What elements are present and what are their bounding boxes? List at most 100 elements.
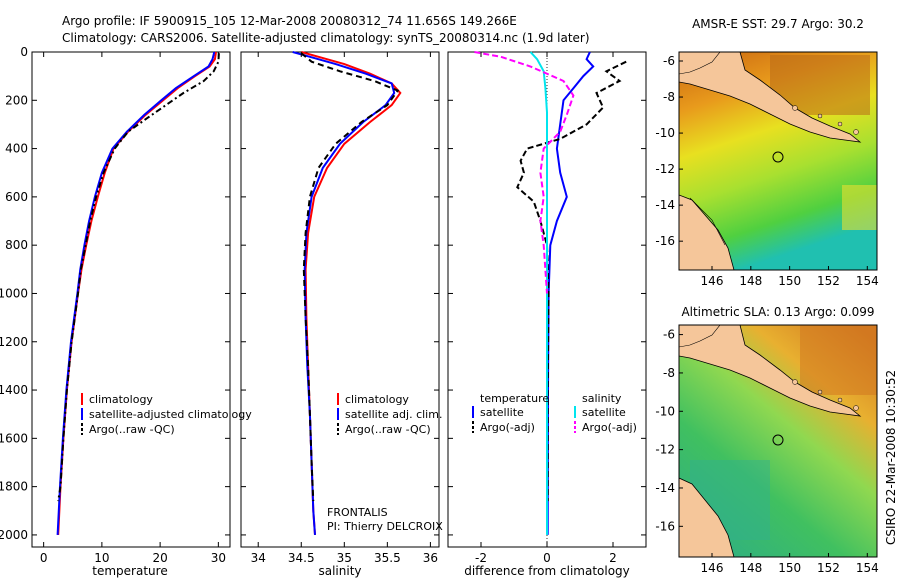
difference-legend: temperature satellite Argo(-adj) salinit… [472, 392, 637, 434]
sla-island [853, 405, 859, 411]
legend-label-argo: Argo(..raw -QC) [89, 423, 175, 436]
depth-tick-label: 1200 [0, 335, 28, 349]
difference-x-tick-label: 0 [543, 551, 551, 565]
sst_map-lon-tick-label: 154 [856, 274, 879, 288]
legend-heading-salinity: salinity [582, 392, 622, 405]
sst_map-lat-tick-label: -8 [663, 90, 675, 104]
figure-title-line2: Climatology: CARS2006. Satellite-adjuste… [62, 31, 590, 45]
salinity-x-tick-label: 36 [423, 551, 438, 565]
depth-tick-label: 600 [5, 190, 28, 204]
legend-label-sal-satellite: satellite [582, 406, 626, 419]
sla-island [837, 397, 843, 403]
depth-tick-label: 1000 [0, 286, 28, 300]
sla_map-lon-tick-label: 154 [856, 561, 879, 575]
sst_map-lat-tick-label: -14 [655, 198, 675, 212]
sla_map-lat-tick-label: -10 [655, 404, 675, 418]
temperature-legend: climatology satellite-adjusted climatolo… [81, 393, 252, 436]
depth-tick-label: 1600 [0, 431, 28, 445]
sst-land-north [679, 52, 721, 75]
temperature-x-tick-label: 0 [40, 551, 48, 565]
temperature-axis-label: temperature [92, 564, 167, 578]
salinity-legend: climatology satellite adj. clim. Argo(..… [337, 393, 442, 436]
sla-papua-coast [679, 325, 862, 417]
salinity-x-tick-label: 34 [251, 551, 266, 565]
depth-tick-label: 1400 [0, 383, 28, 397]
sst_map-lon-tick-label: 150 [778, 274, 801, 288]
legend-heading-temperature: temperature [480, 392, 549, 405]
legend-label-satellite: satellite-adjusted climatology [89, 408, 252, 421]
salinity-axis-ticks: 34 34.5 35 35.5 36 [251, 52, 438, 565]
sla-map [679, 325, 877, 557]
sst_map-lon-tick-label: 152 [817, 274, 840, 288]
legend-label-climatology: climatology [89, 393, 153, 406]
sla-high-patch [800, 325, 877, 395]
legend-label-argo: Argo(..raw -QC) [345, 423, 431, 436]
sla-map-title: Altimetric SLA: 0.13 Argo: 0.099 [681, 305, 874, 319]
sst_map-lon-tick-label: 146 [701, 274, 724, 288]
salinity-axis-label: salinity [318, 564, 361, 578]
temperature-plot-frame [31, 51, 231, 548]
salinity-x-tick-label: 35 [337, 551, 352, 565]
sla_map-lon-tick-label: 150 [778, 561, 801, 575]
sst-map-frame [678, 51, 878, 271]
salinity-x-tick-label: 35.5 [374, 551, 401, 565]
sst_map-lat-tick-label: -10 [655, 126, 675, 140]
temperature-series-argo [57, 53, 220, 502]
depth-tick-label: 400 [5, 142, 28, 156]
sla-australia-coast [679, 477, 735, 557]
depth-tick-label: 200 [5, 93, 28, 107]
sst-map [679, 52, 877, 270]
difference-x-tick-label: -2 [475, 551, 487, 565]
temperature-x-tick-label: 20 [152, 551, 167, 565]
sst_map-lon-tick-label: 148 [739, 274, 762, 288]
salinity-series-group [292, 51, 402, 535]
difference-series-temperature-satellite [546, 51, 595, 535]
pi-annotation: PI: Thierry DELCROIX [327, 520, 443, 533]
sst-map-ticks: 146 148 150 152 154 -6 -8 -10 -12 -14 -16 [655, 54, 878, 288]
sla_map-lon-tick-label: 148 [739, 561, 762, 575]
sst-map-title: AMSR-E SST: 29.7 Argo: 30.2 [692, 17, 864, 31]
sla_map-lat-tick-label: -8 [663, 366, 675, 380]
depth-tick-label: 0 [20, 45, 28, 59]
difference-series-temperature-argo [516, 60, 627, 502]
sla-island [792, 379, 798, 385]
difference-x-tick-label: 2 [609, 551, 617, 565]
sla-land-north [679, 325, 721, 348]
sla-map-ticks: 146 148 150 152 154 -6 -8 -10 -12 -14 -16 [655, 328, 878, 575]
legend-label-satellite: satellite adj. clim. [345, 408, 442, 421]
difference-series-group [474, 51, 627, 535]
sst-island [792, 105, 798, 111]
difference-axis-ticks: -2 0 2 [475, 52, 617, 565]
figure-title-line1: Argo profile: IF 5900915_105 12-Mar-2008… [62, 14, 517, 28]
sla_map-lat-tick-label: -14 [655, 481, 675, 495]
salinity-plot-frame [240, 51, 440, 548]
depth-tick-label: 800 [5, 238, 28, 252]
legend-label-temp-satellite: satellite [480, 406, 524, 419]
sla_map-lat-tick-label: -12 [655, 443, 675, 457]
platform-annotation: FRONTALIS [327, 506, 388, 519]
sst-reef-line [689, 197, 726, 246]
temperature-axis-ticks: 0 10 20 30 [40, 52, 226, 565]
depth-axis-ticks: 0 200 400 600 800 1000 1200 1400 1600 1800 2000 [0, 45, 646, 542]
sla_map-lat-tick-label: -6 [663, 328, 675, 342]
sst-island [853, 129, 859, 135]
sst_map-lat-tick-label: -6 [663, 54, 675, 68]
sla_map-lat-tick-label: -16 [655, 519, 675, 533]
legend-label-climatology: climatology [345, 393, 409, 406]
sst-argo-position-marker [772, 151, 784, 163]
temperature-x-tick-label: 30 [211, 551, 226, 565]
difference-series-salinity-argo [474, 51, 575, 294]
salinity-series-satellite [292, 51, 396, 535]
sla_map-lon-tick-label: 152 [817, 561, 840, 575]
sst-island [817, 113, 823, 119]
sla-island [817, 389, 823, 395]
legend-label-temp-argo: Argo(-adj) [480, 421, 535, 434]
sst-papua-coast [679, 52, 862, 143]
sst_map-lat-tick-label: -12 [655, 162, 675, 176]
depth-tick-label: 2000 [0, 528, 28, 542]
sla-argo-position-marker [772, 434, 784, 446]
difference-axis-label: difference from climatology [464, 564, 630, 578]
temperature-series-satellite [56, 51, 216, 535]
temperature-x-tick-label: 10 [94, 551, 109, 565]
